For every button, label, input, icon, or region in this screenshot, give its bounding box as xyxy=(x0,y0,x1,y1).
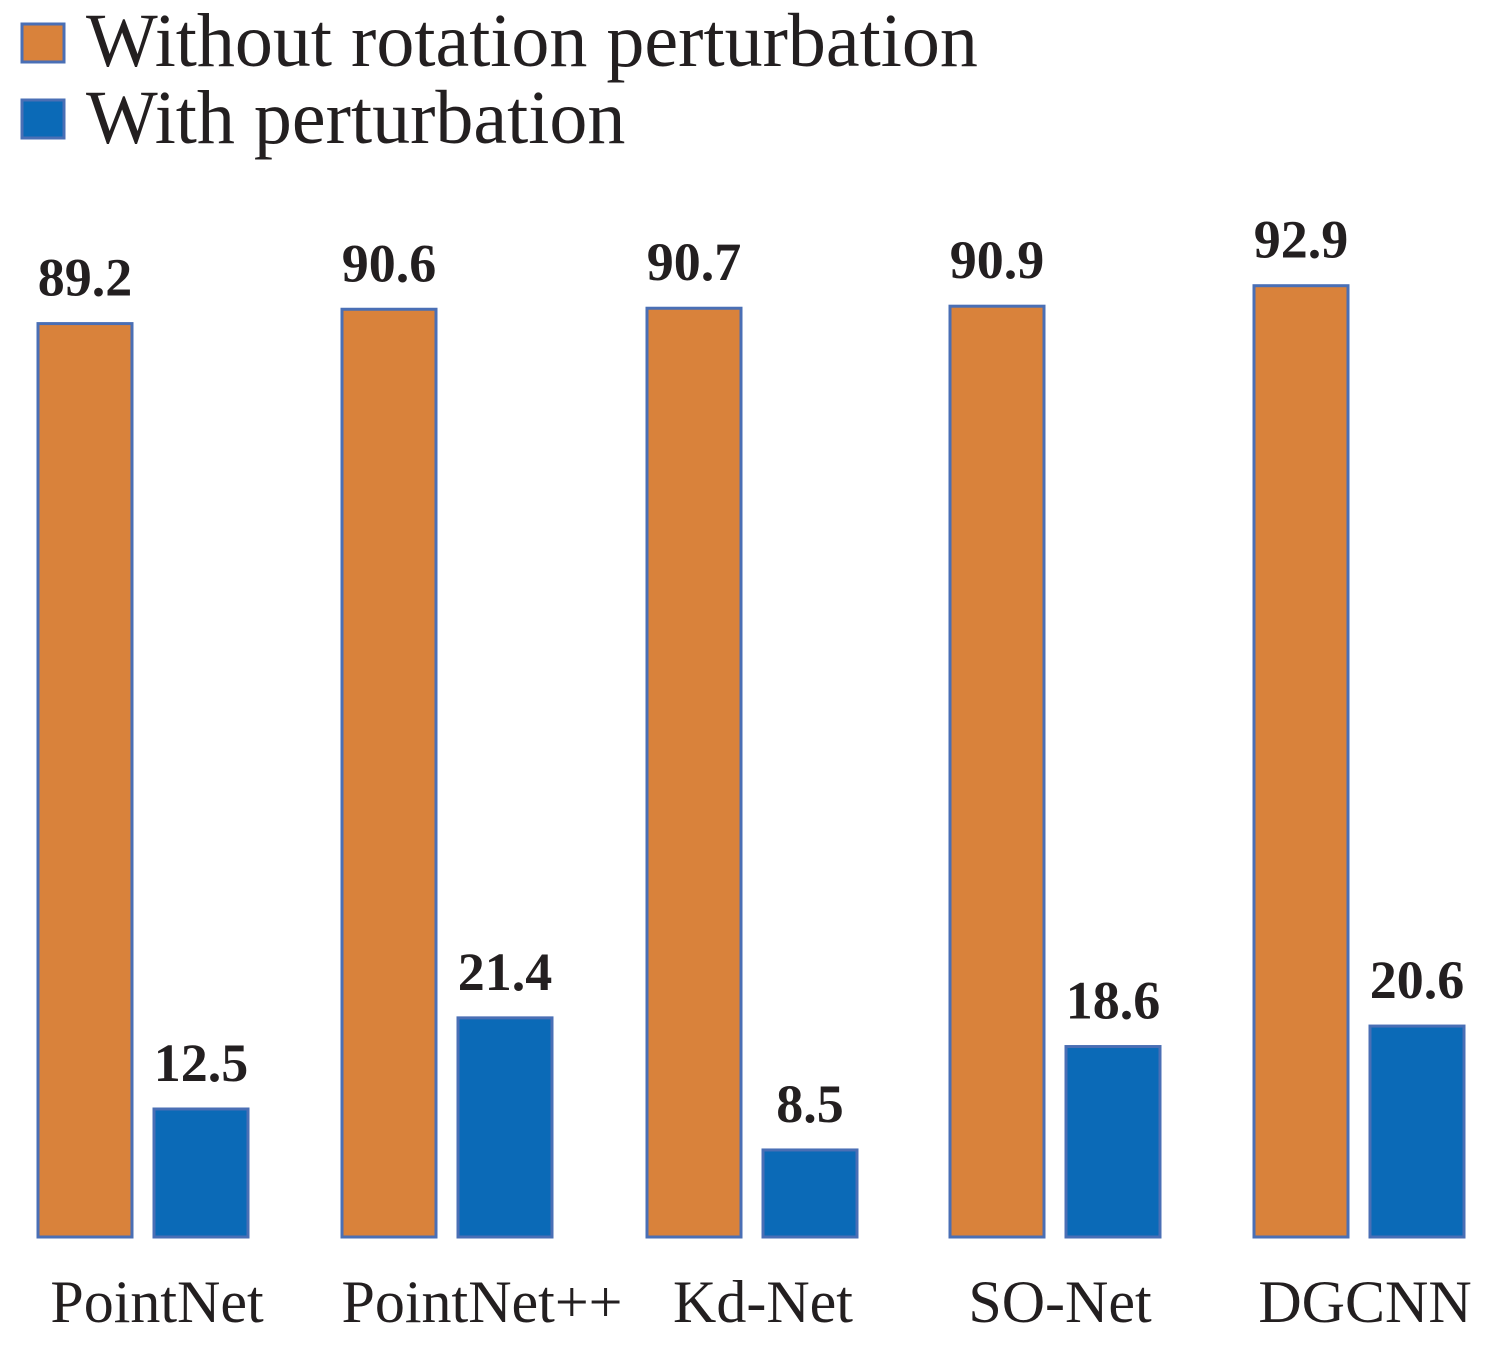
bar-pointnet-with-perturbation xyxy=(152,1107,250,1239)
value-label-so-net-with-perturbation: 18.6 xyxy=(1066,971,1161,1031)
category-label-kd-net: Kd-Net xyxy=(673,1269,853,1335)
legend-swatch-without-rotation xyxy=(20,22,66,64)
bar-pointnetplusplus-with-perturbation xyxy=(456,1016,554,1239)
value-label-pointnet-with-perturbation: 12.5 xyxy=(154,1033,249,1093)
value-labels-group: 89.2 12.5 90.6 21.4 90.7 8.5 90.9 18.6 92.9 20.6 xyxy=(38,210,1465,1134)
bar-so-net-without-rotation xyxy=(948,304,1046,1239)
value-label-dgcnn-without-rotation: 92.9 xyxy=(1254,210,1349,270)
legend-swatch-with-perturbation xyxy=(20,98,66,140)
value-label-kd-net-with-perturbation: 8.5 xyxy=(776,1074,844,1134)
bars-group xyxy=(36,284,1466,1239)
bar-kd-net-without-rotation xyxy=(645,306,743,1239)
legend-label-without-rotation: Without rotation perturbation xyxy=(86,0,978,83)
category-label-pointnet: PointNet xyxy=(50,1269,264,1335)
value-label-pointnetplusplus-with-perturbation: 21.4 xyxy=(458,942,553,1002)
value-label-so-net-without-rotation: 90.9 xyxy=(950,230,1045,290)
bar-kd-net-with-perturbation xyxy=(761,1148,859,1239)
bar-so-net-with-perturbation xyxy=(1064,1045,1162,1239)
category-label-so-net: SO-Net xyxy=(968,1269,1152,1335)
bar-dgcnn-without-rotation xyxy=(1252,284,1350,1239)
value-label-kd-net-without-rotation: 90.7 xyxy=(647,232,742,292)
bar-pointnet-without-rotation xyxy=(36,322,134,1239)
category-label-pointnetplusplus: PointNet++ xyxy=(341,1269,622,1335)
bar-pointnetplusplus-without-rotation xyxy=(340,307,438,1239)
category-labels-group: PointNet PointNet++ Kd-Net SO-Net DGCNN xyxy=(50,1269,1471,1335)
value-label-pointnet-without-rotation: 89.2 xyxy=(38,248,133,308)
value-label-dgcnn-with-perturbation: 20.6 xyxy=(1370,950,1465,1010)
legend-label-with-perturbation: With perturbation xyxy=(86,76,625,160)
bar-dgcnn-with-perturbation xyxy=(1368,1024,1466,1239)
value-label-pointnetplusplus-without-rotation: 90.6 xyxy=(342,233,437,293)
category-label-dgcnn: DGCNN xyxy=(1258,1269,1471,1335)
